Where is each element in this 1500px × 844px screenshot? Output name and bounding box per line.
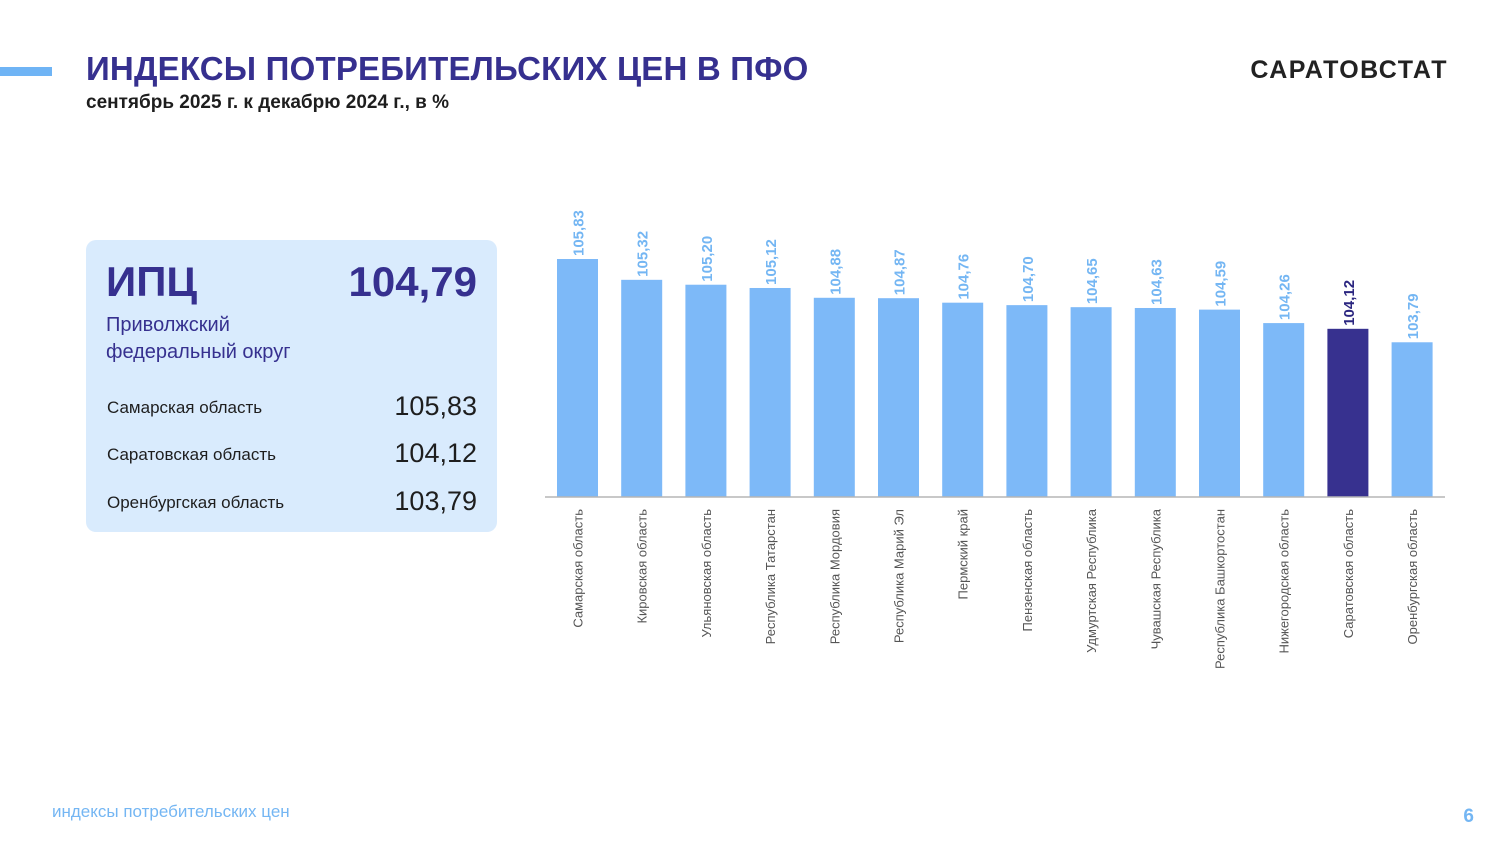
footer-section-label: индексы потребительских цен bbox=[52, 802, 290, 821]
header-accent-bar bbox=[0, 67, 52, 76]
chart-bar bbox=[878, 298, 919, 497]
category-label: Нижегородская область bbox=[1277, 509, 1292, 654]
cpi-value: 104,79 bbox=[348, 258, 477, 305]
category-label: Кировская область bbox=[635, 509, 650, 624]
chart-bar bbox=[621, 279, 663, 497]
cpi-summary-panel: ИПЦ 104,79 Приволжский федеральный округ… bbox=[86, 240, 497, 532]
bar-value-label: 105,20 bbox=[699, 236, 716, 282]
chart-bar bbox=[557, 259, 598, 497]
summary-row-value: 105,83 bbox=[394, 391, 477, 421]
chart-bar bbox=[1327, 328, 1369, 497]
page-subtitle: сентябрь 2025 г. к декабрю 2024 г., в % bbox=[86, 92, 450, 113]
bar-value-label: 104,70 bbox=[1020, 256, 1037, 302]
page-title: ИНДЕКСЫ ПОТРЕБИТЕЛЬСКИХ ЦЕН В ПФО bbox=[86, 50, 809, 87]
chart-bar bbox=[1134, 307, 1176, 497]
district-name-line1: Приволжский bbox=[106, 314, 230, 336]
category-label: Пермский край bbox=[956, 509, 971, 599]
category-label: Республика Башкортостан bbox=[1213, 509, 1228, 669]
chart-bar bbox=[1006, 305, 1048, 497]
category-label: Чувашская Республика bbox=[1148, 508, 1163, 649]
bar-value-label: 104,63 bbox=[1148, 259, 1165, 305]
bar-value-label: 104,88 bbox=[827, 249, 844, 295]
summary-row: Саратовская область 104,12 bbox=[107, 437, 477, 469]
summary-row-name: Оренбургская область bbox=[107, 493, 285, 512]
bar-value-label: 104,26 bbox=[1277, 274, 1294, 320]
category-label: Удмуртская Республика bbox=[1084, 508, 1099, 653]
summary-row-value: 104,12 bbox=[394, 438, 477, 468]
bar-value-label: 104,65 bbox=[1084, 258, 1101, 304]
bar-value-label: 105,32 bbox=[635, 231, 652, 277]
cpi-label: ИПЦ bbox=[106, 258, 198, 305]
chart-bar bbox=[1070, 307, 1112, 497]
bar-value-label: 104,59 bbox=[1213, 261, 1230, 307]
district-name: Приволжский федеральный округ bbox=[106, 312, 290, 366]
bar-value-label: 104,87 bbox=[892, 249, 909, 295]
chart-bar bbox=[1199, 309, 1240, 497]
district-name-line2: федеральный округ bbox=[106, 341, 291, 363]
category-label: Самарская область bbox=[571, 509, 586, 628]
chart-bar bbox=[1391, 342, 1433, 497]
bar-value-label: 105,83 bbox=[571, 210, 588, 256]
bar-value-label: 105,12 bbox=[763, 239, 780, 285]
chart-bar bbox=[685, 284, 727, 497]
chart-bar bbox=[1263, 323, 1305, 497]
summary-row: Самарская область 105,83 bbox=[107, 390, 477, 422]
summary-row: Оренбургская область 103,79 bbox=[107, 485, 477, 517]
category-label: Республика Татарстан bbox=[763, 509, 778, 644]
page-number: 6 bbox=[1463, 806, 1474, 827]
category-label: Ульяновская область bbox=[699, 509, 714, 638]
category-label: Республика Марий Эл bbox=[892, 509, 907, 643]
chart-bar bbox=[942, 302, 984, 497]
category-label: Оренбургская область bbox=[1405, 509, 1420, 645]
bar-value-label: 104,12 bbox=[1341, 280, 1358, 326]
bar-value-label: 104,76 bbox=[956, 254, 973, 300]
category-label: Пензенская область bbox=[1020, 509, 1035, 632]
chart-bar bbox=[749, 287, 791, 497]
cpi-bar-chart: 105,83 Самарская область 105,32 Кировская о… bbox=[545, 210, 1445, 669]
summary-row-name: Самарская область bbox=[107, 398, 263, 417]
category-label: Республика Мордовия bbox=[827, 509, 842, 644]
brand-logo-text: САРАТОВСТАТ bbox=[1250, 56, 1448, 84]
chart-bar bbox=[813, 297, 855, 497]
category-label: Саратовская область bbox=[1341, 509, 1356, 638]
summary-row-value: 103,79 bbox=[394, 486, 477, 516]
bar-value-label: 103,79 bbox=[1405, 293, 1422, 339]
summary-row-name: Саратовская область bbox=[107, 445, 276, 464]
